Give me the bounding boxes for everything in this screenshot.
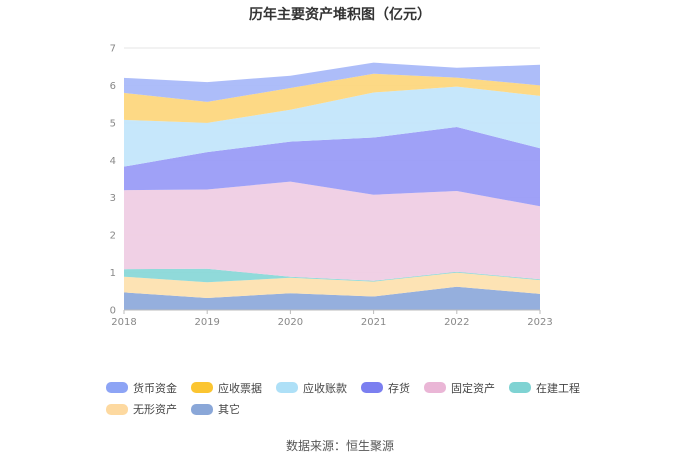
legend-swatch [424,382,446,393]
legend-label: 货币资金 [133,381,177,395]
stacked-area-chart: 0 1 2 3 4 5 6 7 2018 2019 2020 2021 2022 2023 [110,44,553,329]
legend-item[interactable]: 其它 [191,401,240,417]
area-series [124,62,540,310]
legend-label: 应收账款 [303,381,347,395]
legend-label: 其它 [218,403,240,416]
y-tick-label: 6 [110,81,116,92]
legend-item[interactable]: 货币资金 [106,380,177,396]
y-tick-label: 1 [110,268,116,279]
legend-swatch [509,382,531,393]
legend-label: 无形资产 [133,403,177,416]
x-tick-label: 2021 [361,317,386,328]
x-tick-label: 2018 [111,317,136,328]
legend-label: 存货 [388,381,410,395]
legend-swatch [276,382,298,393]
legend-swatch [191,382,213,393]
area-series-1 [124,272,540,298]
y-tick-label: 5 [110,118,116,129]
legend-label: 固定资产 [451,381,495,395]
x-tick-label: 2022 [444,317,469,328]
legend: 货币资金 应收票据 应收账款 存货 固定资产 在建工程无形资产 其它 [106,378,606,421]
x-tick-label: 2023 [527,317,552,328]
legend-label: 应收票据 [218,381,262,395]
x-tick-label: 2019 [194,317,219,328]
area-series-5 [124,86,540,167]
source-note: 数据来源：恒生聚源 [285,439,394,453]
legend-swatch [361,382,383,393]
legend-item[interactable]: 固定资产 [424,380,495,396]
y-tick-label: 7 [110,44,116,55]
y-tick-label: 4 [110,156,116,167]
area-series-0 [124,286,540,310]
y-tick-label: 0 [110,306,116,317]
legend-swatch [106,382,128,393]
legend-swatch [191,403,213,415]
y-tick-label: 2 [110,231,116,242]
area-series-6 [124,73,540,123]
chart-title: 历年主要资产堆积图（亿元） [249,7,431,23]
area-series-7 [124,62,540,102]
legend-swatch [106,403,128,415]
area-series-3 [124,181,540,281]
area-series-4 [124,127,540,207]
y-tick-label: 3 [110,193,116,204]
legend-item[interactable]: 在建工程 [509,380,580,396]
axes: 0 1 2 3 4 5 6 7 2018 2019 2020 2021 2022 2023 [110,44,553,329]
area-series-2 [124,268,540,283]
legend-item[interactable]: 应收账款 [276,380,347,396]
legend-item[interactable]: 无形资产 [106,401,177,417]
legend-item[interactable]: 存货 [361,380,410,396]
x-tick-label: 2020 [278,317,303,328]
legend-item[interactable]: 应收票据 [191,380,262,396]
legend-label: 在建工程 [536,381,580,395]
